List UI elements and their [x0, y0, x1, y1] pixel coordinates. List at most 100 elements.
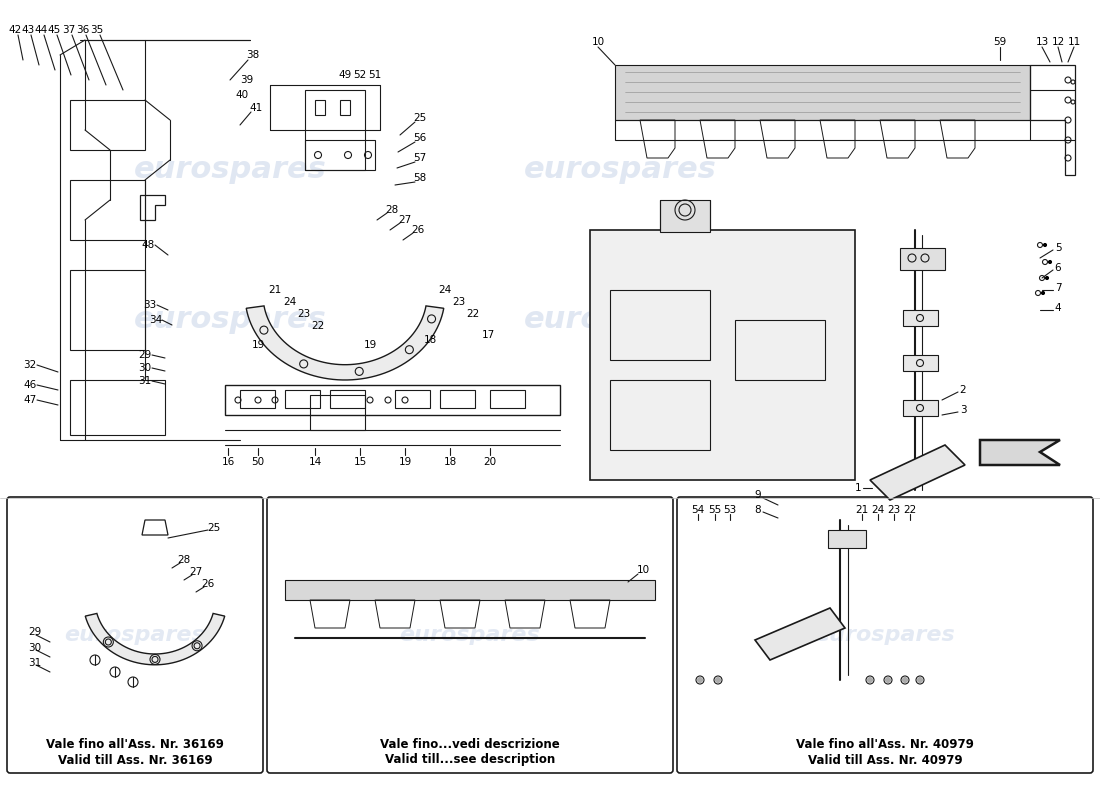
Text: 59: 59 — [993, 37, 1007, 47]
Text: 45: 45 — [47, 25, 60, 35]
Circle shape — [1044, 243, 1046, 246]
Circle shape — [868, 678, 872, 682]
Polygon shape — [590, 230, 855, 480]
Text: 7: 7 — [1055, 283, 1061, 293]
Text: 24: 24 — [284, 297, 297, 307]
Text: 36: 36 — [76, 25, 89, 35]
Text: 35: 35 — [90, 25, 103, 35]
Bar — [310, 395, 365, 430]
Text: 17: 17 — [482, 330, 495, 340]
Text: 31: 31 — [139, 376, 152, 386]
Text: 47: 47 — [23, 395, 36, 405]
Text: 56: 56 — [414, 133, 427, 143]
Text: 26: 26 — [201, 579, 214, 589]
Text: 30: 30 — [139, 363, 152, 373]
Text: 43: 43 — [21, 25, 34, 35]
Text: 23: 23 — [297, 309, 310, 319]
Text: 5: 5 — [1055, 243, 1061, 253]
Text: 15: 15 — [353, 457, 366, 467]
Bar — [735, 320, 825, 380]
Bar — [615, 120, 1030, 140]
Bar — [903, 355, 938, 371]
Text: 4: 4 — [1055, 303, 1061, 313]
Text: 22: 22 — [466, 309, 480, 319]
Text: 23: 23 — [888, 505, 901, 515]
Text: 24: 24 — [871, 505, 884, 515]
Text: 9: 9 — [755, 490, 761, 500]
Text: Vale fino all'Ass. Nr. 40979: Vale fino all'Ass. Nr. 40979 — [796, 738, 974, 751]
FancyBboxPatch shape — [267, 497, 673, 773]
Text: 48: 48 — [142, 240, 155, 250]
Circle shape — [886, 678, 891, 682]
Text: 58: 58 — [414, 173, 427, 183]
Circle shape — [1042, 291, 1045, 294]
Text: Vale fino...vedi descrizione: Vale fino...vedi descrizione — [381, 738, 560, 751]
Text: 42: 42 — [9, 25, 22, 35]
Text: 8: 8 — [755, 505, 761, 515]
Text: 16: 16 — [221, 457, 234, 467]
Bar — [340, 100, 350, 115]
Text: 12: 12 — [1052, 37, 1065, 47]
Text: 30: 30 — [28, 643, 41, 653]
Bar — [903, 400, 938, 416]
Text: 25: 25 — [414, 113, 427, 123]
Text: 57: 57 — [414, 153, 427, 163]
Text: 28: 28 — [177, 555, 190, 565]
Text: 19: 19 — [252, 340, 265, 350]
Text: 33: 33 — [143, 300, 156, 310]
Circle shape — [902, 678, 908, 682]
Bar — [240, 390, 275, 408]
Polygon shape — [980, 440, 1060, 465]
Text: 54: 54 — [692, 505, 705, 515]
Bar — [315, 100, 324, 115]
Text: 3: 3 — [959, 405, 966, 415]
Text: 29: 29 — [139, 350, 152, 360]
Bar — [900, 248, 945, 270]
Bar — [305, 140, 375, 170]
Text: 21: 21 — [856, 505, 869, 515]
Bar — [610, 290, 710, 360]
Bar — [70, 100, 145, 150]
Text: 19: 19 — [363, 340, 376, 350]
Text: eurospares: eurospares — [399, 625, 540, 645]
Bar — [610, 380, 710, 450]
Text: eurospares: eurospares — [524, 155, 716, 185]
Text: Valid till Ass. Nr. 40979: Valid till Ass. Nr. 40979 — [807, 754, 962, 766]
Text: 2: 2 — [959, 385, 966, 395]
Text: 37: 37 — [63, 25, 76, 35]
Text: 21: 21 — [268, 285, 282, 295]
Text: 53: 53 — [724, 505, 737, 515]
Text: 55: 55 — [708, 505, 722, 515]
Text: 22: 22 — [903, 505, 916, 515]
Text: 19: 19 — [398, 457, 411, 467]
Text: 13: 13 — [1035, 37, 1048, 47]
Polygon shape — [246, 306, 443, 380]
Bar — [330, 390, 365, 408]
Text: 31: 31 — [28, 658, 42, 668]
Text: 46: 46 — [23, 380, 36, 390]
Text: 11: 11 — [1067, 37, 1080, 47]
Circle shape — [697, 678, 703, 682]
Text: 50: 50 — [252, 457, 265, 467]
Text: 25: 25 — [208, 523, 221, 533]
Text: 20: 20 — [483, 457, 496, 467]
Circle shape — [715, 678, 720, 682]
Text: 1: 1 — [855, 483, 861, 493]
Text: 27: 27 — [398, 215, 411, 225]
Circle shape — [1045, 277, 1048, 279]
Text: 24: 24 — [439, 285, 452, 295]
Text: Valid till...see description: Valid till...see description — [385, 754, 556, 766]
Text: Valid till Ass. Nr. 36169: Valid till Ass. Nr. 36169 — [57, 754, 212, 766]
Text: Vale fino all'Ass. Nr. 36169: Vale fino all'Ass. Nr. 36169 — [46, 738, 224, 751]
Text: 29: 29 — [28, 627, 42, 637]
Text: 38: 38 — [246, 50, 260, 60]
Text: eurospares: eurospares — [815, 625, 956, 645]
Text: 44: 44 — [34, 25, 47, 35]
Text: 27: 27 — [189, 567, 202, 577]
FancyBboxPatch shape — [676, 497, 1093, 773]
Bar — [828, 530, 866, 548]
FancyBboxPatch shape — [7, 497, 263, 773]
Polygon shape — [870, 445, 965, 500]
Text: 22: 22 — [311, 321, 324, 331]
Text: 18: 18 — [443, 457, 456, 467]
